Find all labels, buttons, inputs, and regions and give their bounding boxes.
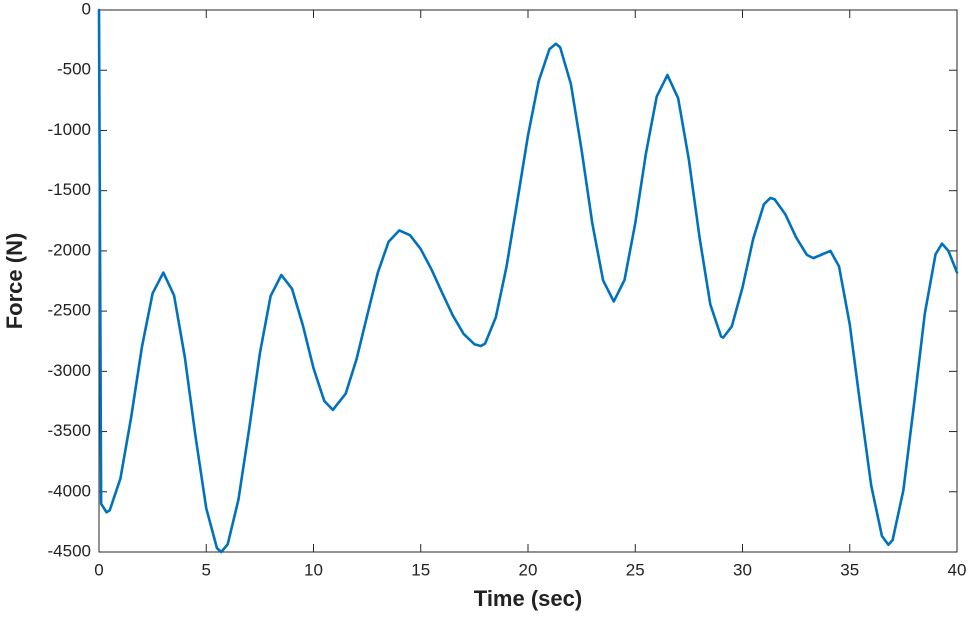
y-tick-label: -1500 bbox=[48, 180, 91, 199]
x-tick-label: 20 bbox=[519, 560, 538, 579]
y-tick-label: -2500 bbox=[48, 301, 91, 320]
x-tick-label: 10 bbox=[304, 560, 323, 579]
x-tick-label: 30 bbox=[733, 560, 752, 579]
x-tick-label: 35 bbox=[840, 560, 859, 579]
y-tick-label: -1000 bbox=[48, 120, 91, 139]
x-tick-label: 15 bbox=[411, 560, 430, 579]
y-axis-title: Force (N) bbox=[2, 233, 27, 330]
y-tick-label: -500 bbox=[57, 60, 91, 79]
x-axis-title: Time (sec) bbox=[474, 586, 582, 611]
y-tick-label: -3500 bbox=[48, 421, 91, 440]
x-tick-label: 40 bbox=[948, 560, 967, 579]
y-tick-label: 0 bbox=[82, 0, 91, 18]
plot-frame bbox=[98, 9, 958, 553]
data-line bbox=[97, 8, 959, 554]
y-tick-label: -3000 bbox=[48, 361, 91, 380]
x-tick-label: 0 bbox=[94, 560, 103, 579]
y-tick-label: -2000 bbox=[48, 240, 91, 259]
x-tick-label: 5 bbox=[202, 560, 211, 579]
y-tick-label: -4500 bbox=[48, 541, 91, 560]
x-tick-label: 25 bbox=[626, 560, 645, 579]
y-tick-label: -4000 bbox=[48, 481, 91, 500]
